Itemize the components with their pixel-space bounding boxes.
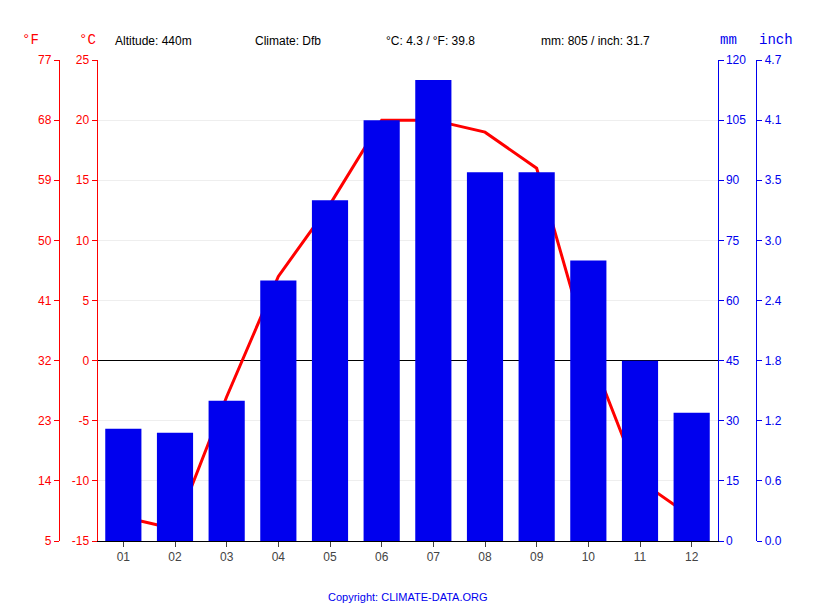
svg-text:20: 20 [76, 113, 90, 127]
svg-text:10: 10 [582, 550, 596, 564]
svg-text:3.0: 3.0 [765, 234, 782, 248]
svg-text:0: 0 [726, 534, 733, 548]
svg-text:77: 77 [38, 53, 52, 67]
svg-text:07: 07 [427, 550, 441, 564]
svg-text:4.7: 4.7 [765, 53, 782, 67]
svg-text:Altitude: 440m: Altitude: 440m [115, 34, 192, 48]
svg-text:68: 68 [38, 113, 52, 127]
svg-text:mm: mm [720, 32, 737, 48]
svg-text:11: 11 [634, 550, 647, 564]
svg-text:10: 10 [76, 234, 90, 248]
svg-text:4.1: 4.1 [765, 113, 782, 127]
svg-text:mm: 805 / inch: 31.7: mm: 805 / inch: 31.7 [541, 34, 650, 48]
svg-text:75: 75 [726, 234, 740, 248]
svg-text:0.0: 0.0 [765, 534, 782, 548]
svg-text:90: 90 [726, 173, 740, 187]
svg-text:15: 15 [726, 474, 740, 488]
svg-text:Copyright: CLIMATE-DATA.ORG: Copyright: CLIMATE-DATA.ORG [328, 591, 488, 603]
svg-text:-15: -15 [72, 534, 90, 548]
svg-text:45: 45 [726, 354, 740, 368]
svg-text:inch: inch [759, 32, 793, 48]
svg-text:1.2: 1.2 [765, 414, 782, 428]
svg-text:120: 120 [726, 53, 746, 67]
svg-text:02: 02 [168, 550, 182, 564]
svg-text:0.6: 0.6 [765, 474, 782, 488]
svg-text:08: 08 [478, 550, 492, 564]
svg-text:01: 01 [117, 550, 131, 564]
svg-text:04: 04 [272, 550, 286, 564]
svg-text:50: 50 [38, 234, 52, 248]
svg-text:5: 5 [82, 294, 89, 308]
svg-text:32: 32 [38, 354, 52, 368]
svg-text:°F: °F [22, 32, 39, 48]
svg-text:30: 30 [726, 414, 740, 428]
svg-text:-10: -10 [72, 474, 90, 488]
svg-text:09: 09 [530, 550, 544, 564]
svg-text:12: 12 [685, 550, 699, 564]
svg-text:1.8: 1.8 [765, 354, 782, 368]
svg-text:Climate: Dfb: Climate: Dfb [255, 34, 321, 48]
svg-text:03: 03 [220, 550, 234, 564]
svg-text:14: 14 [38, 474, 52, 488]
svg-text:5: 5 [45, 534, 52, 548]
svg-text:15: 15 [76, 173, 90, 187]
svg-text:-5: -5 [78, 414, 89, 428]
svg-text:0: 0 [82, 354, 89, 368]
svg-text:105: 105 [726, 113, 746, 127]
svg-text:06: 06 [375, 550, 389, 564]
svg-text:05: 05 [323, 550, 337, 564]
svg-text:23: 23 [38, 414, 52, 428]
svg-text:3.5: 3.5 [765, 173, 782, 187]
svg-text:60: 60 [726, 294, 740, 308]
svg-text:2.4: 2.4 [765, 294, 782, 308]
svg-text:°C: °C [79, 32, 96, 48]
svg-text:°C: 4.3 / °F: 39.8: °C: 4.3 / °F: 39.8 [386, 34, 475, 48]
svg-text:41: 41 [38, 294, 52, 308]
svg-text:59: 59 [38, 173, 52, 187]
svg-text:25: 25 [76, 53, 90, 67]
